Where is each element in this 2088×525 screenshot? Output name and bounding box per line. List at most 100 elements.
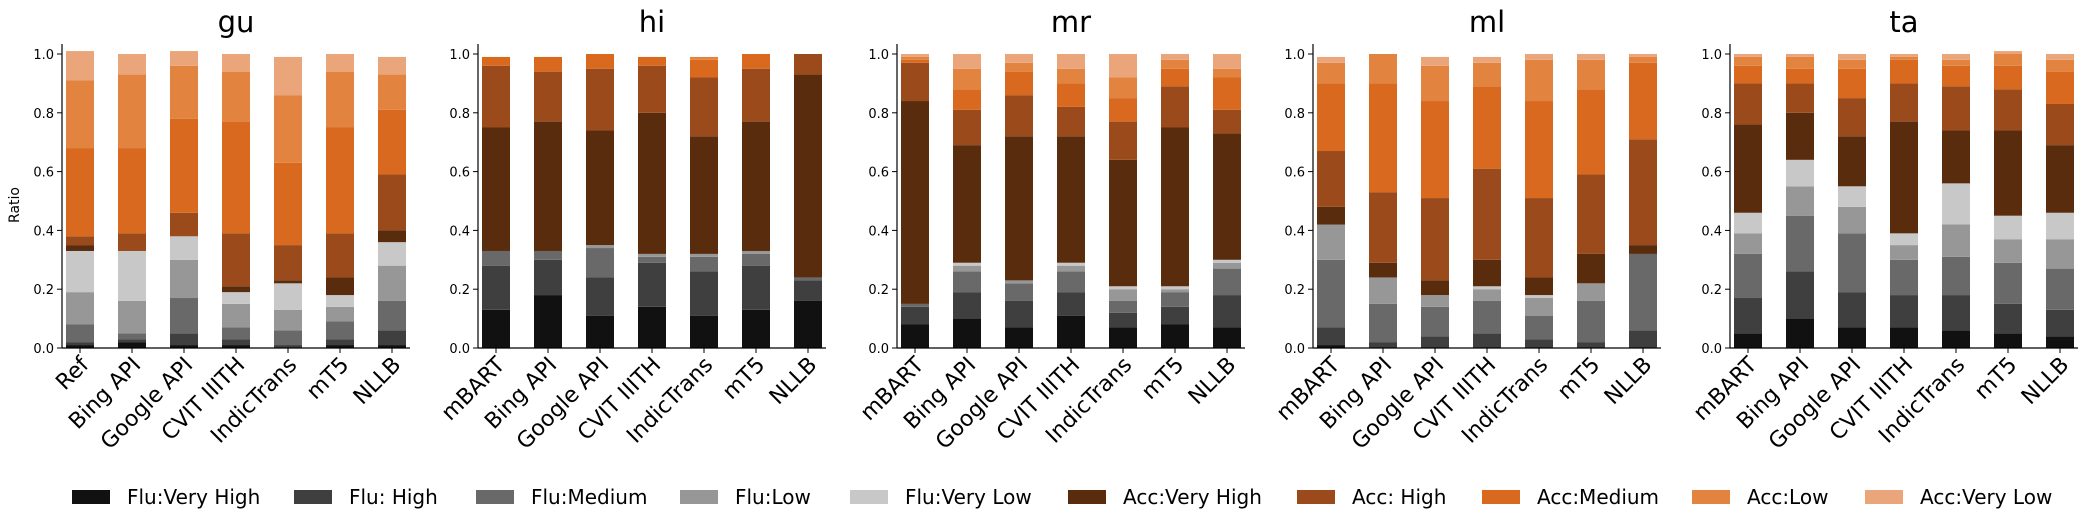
bar-segment [222,121,250,234]
bar-segment [1786,318,1814,348]
bar-segment [1317,62,1345,84]
bar-segment [1994,51,2022,54]
bar-segment [1786,68,1814,84]
bar-segment [1838,327,1866,348]
bar-segment [690,59,718,78]
y-tick-label: 0.4 [868,224,889,239]
bar-segment [482,265,510,310]
legend-label: Flu:Very Low [905,485,1032,509]
bar-segment [66,345,94,348]
bar-nllb [1213,54,1241,348]
bar-segment [326,127,354,234]
bar-segment [482,127,510,251]
bar-segment [534,259,562,296]
bar-segment [1942,183,1970,225]
bar-segment [326,71,354,128]
bar-segment [534,71,562,122]
bar-segment [1838,68,1866,99]
bar-segment [1369,303,1397,343]
x-tick-label: NLLB [765,353,822,410]
bar-segment [586,245,614,249]
bar-segment [1577,174,1605,254]
bar-segment [794,300,822,348]
bar-segment [1109,54,1137,78]
bar-segment [953,68,981,90]
bar-segment [1525,315,1553,340]
bar-segment [742,250,770,254]
bar-segment [1734,212,1762,234]
bar-segment [326,233,354,278]
legend-item: Flu: High [294,482,438,512]
bar-mbart [901,54,929,348]
bar-segment [378,242,406,266]
bar-segment [953,54,981,69]
bar-segment [534,56,562,72]
bar-segment [66,51,94,81]
bar-segment [1838,233,1866,293]
bar-segment [274,330,302,346]
bar-segment [901,62,929,102]
bar-segment [1109,121,1137,160]
bar-segment [1213,133,1241,260]
bar-google-api [1838,54,1866,348]
bar-segment [953,318,981,348]
bar-segment [1786,112,1814,160]
legend-label: Acc:Very High [1123,485,1262,509]
bar-segment [901,324,929,348]
bar-segment [482,56,510,66]
legend-item: Acc:Medium [1482,482,1659,512]
bar-segment [1213,77,1241,110]
bar-segment [1942,65,1970,87]
bar-segment [1213,54,1241,69]
bar-segment [690,253,718,257]
bar-segment [1317,83,1345,152]
bar-segment [1109,159,1137,287]
bar-segment [1369,83,1397,193]
bar-segment [901,56,929,60]
bar-segment [326,277,354,296]
bar-indictrans [690,56,718,348]
bar-segment [274,162,302,246]
y-tick-label: 0.4 [1701,224,1722,239]
bar-segment [1161,306,1189,325]
y-tick-label: 0.2 [449,283,470,298]
bar-segment [1057,265,1085,272]
bar-segment [274,245,302,281]
x-tick-label: NLLB [2017,353,2074,410]
bar-segment [222,345,250,348]
bar-segment [1786,159,1814,187]
bar-segment [1890,259,1918,296]
bar-segment [326,339,354,346]
bar-segment [742,121,770,251]
bar-segment [1734,65,1762,84]
panel-title: hi [639,5,665,39]
y-tick-label: 0.8 [1284,107,1305,122]
bar-cvit-iiith [1057,54,1085,348]
bar-segment [1890,59,1918,84]
bar-bing-api [1786,54,1814,348]
bar-segment [274,345,302,348]
bar-segment [1473,168,1501,260]
panel-title: ml [1469,5,1505,39]
bar-segment [1942,59,1970,66]
bar-segment [118,342,146,348]
legend-item: Acc: High [1297,482,1446,512]
bar-segment [1994,262,2022,304]
bar-segment [170,298,198,334]
bar-segment [1890,245,1918,260]
bar-segment [690,315,718,348]
bar-segment [1213,262,1241,269]
bar-segment [1317,56,1345,63]
bar-segment [2046,71,2074,104]
bar-segment [1525,101,1553,199]
bar-segment [66,80,94,149]
bar-segment [1161,68,1189,87]
bar-segment [378,109,406,175]
bar-google-api [586,54,614,348]
bar-indictrans [1109,54,1137,348]
bar-google-api [1005,54,1033,348]
bar-segment [953,89,981,110]
bar-segment [1369,277,1397,304]
